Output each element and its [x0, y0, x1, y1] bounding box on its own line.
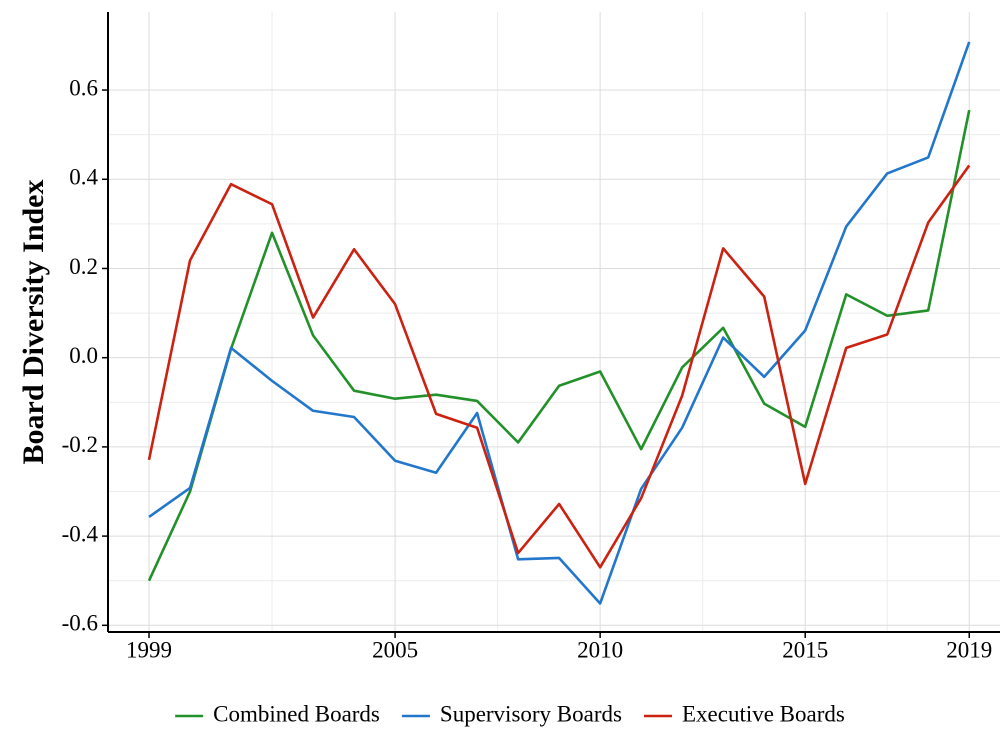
x-tick-label: 1999 — [126, 637, 172, 662]
grid — [108, 12, 1000, 632]
y-axis-label: Board Diversity Index — [17, 180, 50, 465]
x-tick-label: 2019 — [946, 637, 992, 662]
series-line — [148, 41, 971, 605]
legend-label: Supervisory Boards — [440, 701, 622, 726]
y-tick-label: -0.6 — [62, 611, 98, 636]
y-tick-label: 0.2 — [69, 254, 98, 279]
legend: Combined Boards Supervisory Boards Executi… — [175, 701, 845, 726]
y-tick-label: 0.0 — [69, 343, 98, 368]
y-tick-label: -0.4 — [62, 521, 99, 546]
y-tick-label: 0.4 — [69, 165, 98, 190]
series-line — [147, 109, 971, 582]
x-tick-label: 2010 — [577, 637, 623, 662]
y-tick-label: -0.2 — [62, 432, 98, 457]
y-tick-label: 0.6 — [69, 75, 98, 100]
series-line — [147, 164, 971, 569]
x-tick-label: 2005 — [372, 637, 418, 662]
x-tick-label: 2015 — [782, 637, 828, 662]
legend-label: Combined Boards — [213, 701, 380, 726]
legend-label: Executive Boards — [682, 701, 845, 726]
